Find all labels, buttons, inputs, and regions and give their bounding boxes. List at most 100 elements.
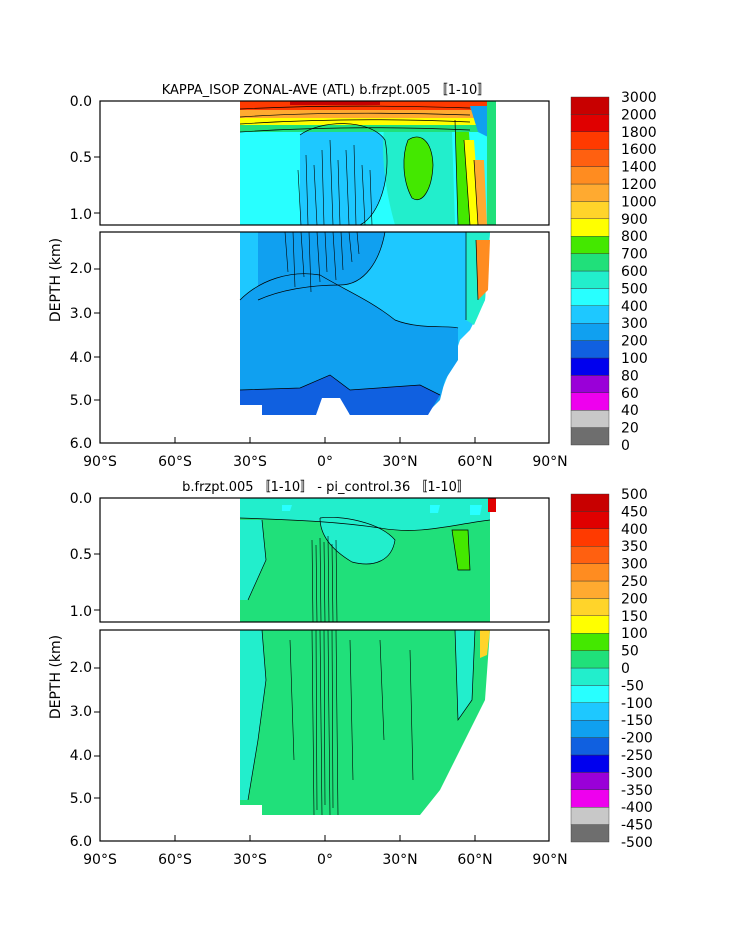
field-upper-blue xyxy=(258,232,385,300)
y-tick-label: 0.0 xyxy=(70,491,92,507)
x-tick-label: 90°N xyxy=(532,852,567,868)
field-surface-darkred xyxy=(290,101,380,105)
field-cyan-spots xyxy=(282,505,482,515)
colorbar-swatch xyxy=(570,253,610,272)
panel-2-frame-upper xyxy=(99,497,550,623)
x-tick-label: 0° xyxy=(317,852,333,868)
y-tick-marks xyxy=(94,553,100,799)
field-teal-west xyxy=(240,520,266,600)
colorbar-tick-label: 250 xyxy=(621,574,648,590)
colorbar-tick-label: 150 xyxy=(621,609,648,625)
x-tick-label: 90°S xyxy=(83,454,117,470)
colorbar-tick-label: -500 xyxy=(621,835,653,851)
colorbar-swatch xyxy=(570,357,610,376)
field-east-orange xyxy=(476,240,490,300)
panel-2: b.frzpt.005 〚1-10〛 - pi_control.36 〚1-10… xyxy=(48,480,653,868)
x-tick-label: 60°N xyxy=(457,454,492,470)
colorbar-tick-label: 400 xyxy=(621,522,648,538)
y-tick-label: 0.5 xyxy=(70,547,92,563)
colorbar-swatch xyxy=(570,218,610,237)
y-tick-label: 6.0 xyxy=(70,834,92,850)
colorbar-tick-label: -450 xyxy=(621,818,653,834)
colorbar-tick-label: 1000 xyxy=(621,194,657,210)
panel-2-contours xyxy=(239,517,491,801)
panel-1-field-lower xyxy=(240,232,490,415)
colorbar-swatch xyxy=(570,392,610,411)
field-green-lobe xyxy=(403,137,433,200)
colorbar-tick-label: 20 xyxy=(621,421,639,437)
colorbar-swatch xyxy=(570,633,610,651)
colorbar-swatch xyxy=(570,754,610,773)
colorbar-swatch xyxy=(570,235,610,254)
panel-2-yticks: 0.0 0.5 1.0 2.0 3.0 4.0 5.0 6.0 xyxy=(70,491,100,850)
field-deep-200 xyxy=(240,375,440,415)
y-tick-label: 0.5 xyxy=(70,150,92,166)
field-land-edge xyxy=(487,101,496,225)
x-tick-label: 30°S xyxy=(233,852,267,868)
colorbar-swatch xyxy=(570,288,610,306)
y-tick-label: 1.0 xyxy=(70,207,92,223)
panel-1-yticks: 0.0 0.5 1.0 2.0 3.0 4.0 5.0 6.0 xyxy=(70,94,100,452)
y-tick-label: 1.0 xyxy=(70,604,92,620)
y-tick-label: 2.0 xyxy=(70,660,92,676)
colorbar-swatch xyxy=(570,323,610,341)
colorbar-tick-label: 800 xyxy=(621,229,648,245)
colorbar-swatch xyxy=(570,598,610,617)
colorbar-tick-label: 600 xyxy=(621,264,648,280)
colorbar-tick-label: 500 xyxy=(621,487,648,503)
colorbar-swatch xyxy=(570,201,610,219)
colorbar-swatch xyxy=(570,410,610,428)
colorbar-swatch xyxy=(570,702,610,721)
y-tick-label: 2.0 xyxy=(70,261,92,277)
colorbar-swatch xyxy=(570,114,610,133)
colorbar-tick-label: 3000 xyxy=(621,90,657,106)
colorbar-swatch xyxy=(570,305,610,324)
panel-1-contours xyxy=(239,105,479,396)
y-tick-label: 4.0 xyxy=(70,350,92,366)
field-bottom-white xyxy=(240,815,500,841)
x-tick-label: 90°N xyxy=(532,454,567,470)
colorbar-swatch xyxy=(570,340,610,359)
panel-1-title: KAPPA_ISOP ZONAL-AVE (ATL) b.frzpt.005 〚… xyxy=(162,83,491,98)
panel-1: KAPPA_ISOP ZONAL-AVE (ATL) b.frzpt.005 〚… xyxy=(48,83,657,470)
y-axis-title: DEPTH (km) xyxy=(48,238,64,322)
colorbar-tick-label: 200 xyxy=(621,591,648,607)
field-yellow-east xyxy=(464,140,480,225)
colorbar-swatch xyxy=(570,96,610,115)
x-tick-label: 60°S xyxy=(158,852,192,868)
colorbar-swatch xyxy=(570,131,610,150)
colorbar-tick-label: -200 xyxy=(621,731,653,747)
field-surface-red-strip xyxy=(488,498,496,512)
y-axis-title: DEPTH (km) xyxy=(48,635,64,719)
colorbar-swatch xyxy=(570,511,610,529)
colorbar-swatch xyxy=(570,580,610,599)
x-tick-label: 30°N xyxy=(382,852,417,868)
colorbar-tick-label: 300 xyxy=(621,316,648,332)
colorbar-swatch xyxy=(570,615,610,634)
y-tick-label: 0.0 xyxy=(70,94,92,110)
colorbar-tick-label: 1800 xyxy=(621,125,657,141)
colorbar-tick-label: 450 xyxy=(621,504,648,520)
panel-2-colorbar: -500-450-400-350-300-250-200-150-100-500… xyxy=(570,487,653,851)
field-bottom-white xyxy=(240,415,500,443)
colorbar-swatch xyxy=(570,563,610,582)
colorbar-tick-label: 300 xyxy=(621,557,648,573)
colorbar-swatch xyxy=(570,528,610,547)
field-deep-base xyxy=(240,630,490,815)
colorbar-tick-label: -250 xyxy=(621,748,653,764)
colorbar-tick-label: -300 xyxy=(621,765,653,781)
colorbar-swatch xyxy=(570,270,610,289)
colorbar-swatch xyxy=(570,772,610,791)
x-tick-label: 60°S xyxy=(158,454,192,470)
field-deep-teal-west xyxy=(240,630,266,800)
panel-2-title: b.frzpt.005 〚1-10〛 - pi_control.36 〚1-10… xyxy=(182,480,470,495)
colorbar-swatch xyxy=(570,685,610,704)
x-tick-label: 60°N xyxy=(457,852,492,868)
colorbar-tick-label: 2000 xyxy=(621,107,657,123)
colorbar-swatch xyxy=(570,148,610,167)
colorbar-tick-label: 80 xyxy=(621,368,639,384)
colorbar-tick-label: 900 xyxy=(621,212,648,228)
panel-2-field-lower xyxy=(240,630,490,815)
